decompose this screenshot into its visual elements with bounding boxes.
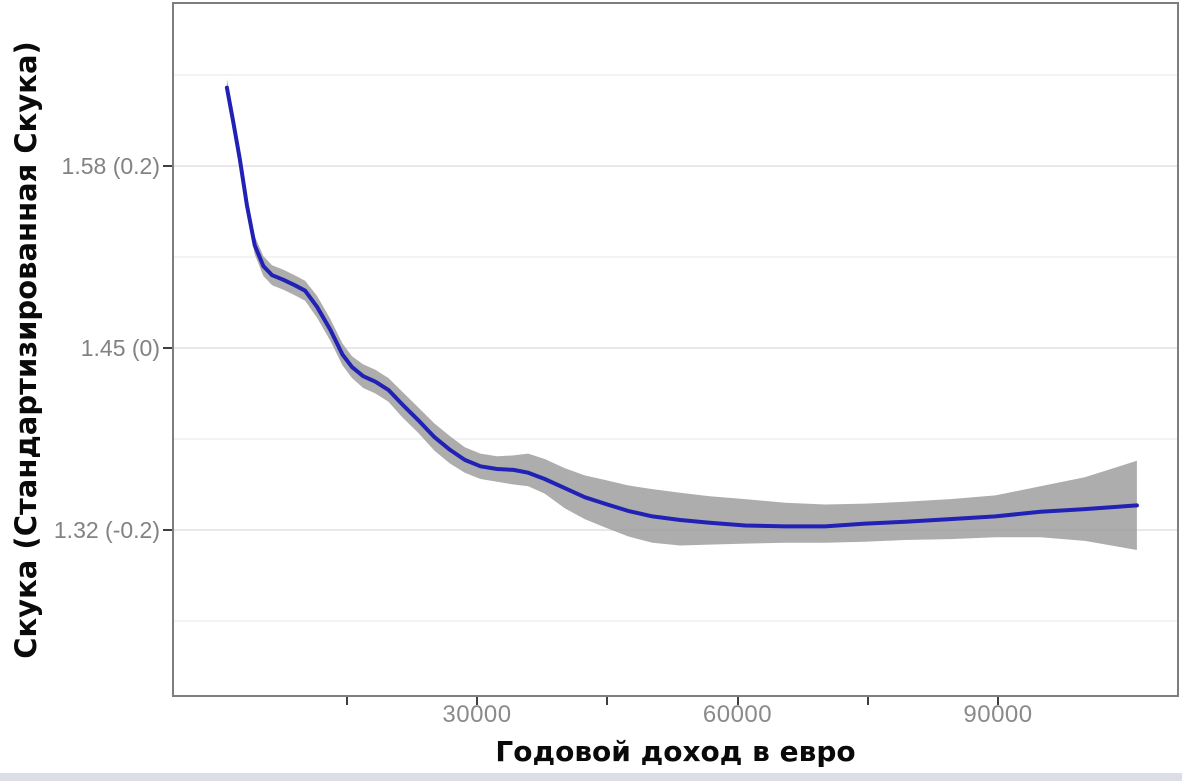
y-tick-mark	[163, 347, 172, 349]
y-tick-label: 1.45 (0)	[80, 335, 160, 361]
plot-canvas	[174, 74, 1177, 622]
y-tick-label: 1.32 (-0.2)	[53, 517, 160, 543]
confidence-band	[226, 78, 1137, 550]
x-tick-mark	[345, 697, 348, 705]
y-tick-mark	[163, 165, 172, 167]
x-tick-label: 30000	[442, 701, 512, 728]
x-tick-mark	[997, 697, 999, 705]
x-tick-mark	[476, 697, 478, 705]
x-tick-mark	[606, 697, 609, 705]
bottom-strip	[0, 773, 1182, 781]
smooth-line	[224, 85, 1139, 529]
y-tick-label: 1.58 (0.2)	[61, 153, 160, 179]
x-tick-mark	[866, 697, 869, 705]
y-tick-mark	[163, 529, 172, 531]
plot-panel	[172, 2, 1179, 697]
x-tick-label: 90000	[963, 701, 1033, 728]
x-axis-title: Годовой доход в евро	[495, 735, 856, 768]
x-tick-mark	[736, 697, 739, 705]
x-tick-label: 60000	[702, 701, 773, 728]
